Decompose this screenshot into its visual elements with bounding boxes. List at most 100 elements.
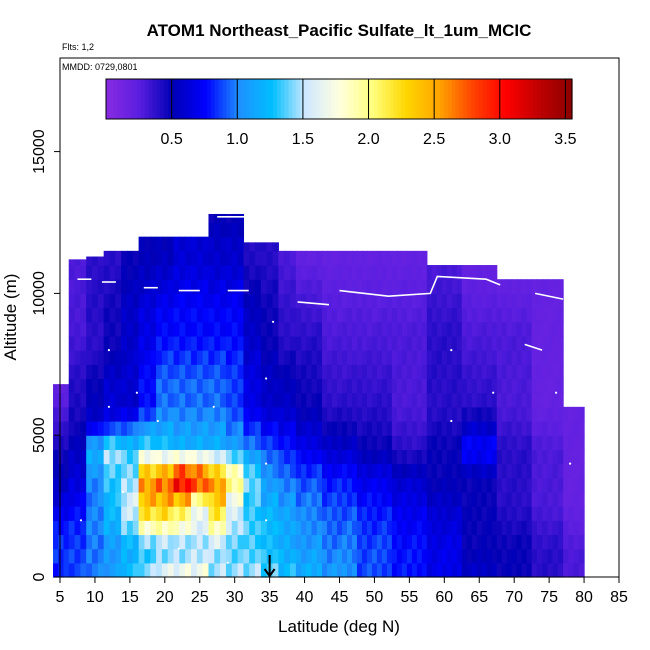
heatmap-cell (208, 279, 215, 294)
heatmap-cell (156, 250, 163, 266)
heatmap-cell (266, 534, 274, 550)
heatmap-cell (185, 534, 192, 550)
colorbar-swatch (552, 79, 558, 119)
heatmap-cell (220, 250, 227, 266)
heatmap-cell (481, 534, 488, 550)
heatmap-cell (191, 378, 198, 394)
heatmap-cell (431, 350, 438, 365)
heatmap-cell (411, 378, 418, 394)
heatmap-cell (391, 392, 398, 408)
heatmap-cell (322, 265, 328, 280)
colorbar-swatch (288, 79, 293, 119)
heatmap-cell (421, 506, 428, 521)
heatmap-cell (255, 491, 262, 507)
heatmap-cell (411, 463, 418, 479)
heatmap-cell (161, 392, 169, 408)
heatmap-cell (337, 335, 343, 351)
heatmap-cell (476, 534, 483, 550)
heatmap-cell (185, 307, 192, 323)
heatmap-cell (173, 506, 180, 521)
heatmap-cell (202, 406, 210, 422)
heatmap-cell (80, 392, 87, 408)
heatmap-cell (231, 350, 239, 365)
heatmap-cell (446, 463, 453, 479)
heatmap-cell (144, 250, 151, 266)
heatmap-cell (167, 350, 175, 365)
heatmap-cell (431, 477, 438, 493)
heatmap-cell (173, 435, 180, 450)
heatmap-cell (552, 335, 559, 351)
heatmap-cell (366, 548, 373, 564)
heatmap-cell (74, 279, 81, 294)
heatmap-cell (426, 350, 433, 365)
heatmap-cell (578, 534, 585, 550)
heatmap-cell (511, 421, 518, 436)
heatmap-cell (421, 378, 428, 394)
heatmap-cell (356, 307, 363, 323)
heatmap-cell (332, 477, 338, 493)
heatmap-cell (461, 392, 468, 408)
heatmap-cell (231, 406, 239, 422)
heatmap-cell (441, 321, 448, 337)
heatmap-cell (547, 520, 554, 536)
heatmap-cell (426, 548, 433, 564)
heatmap-cell (451, 506, 458, 521)
heatmap-cell (202, 435, 210, 450)
heatmap-cell (284, 265, 291, 280)
heatmap-cell (327, 250, 333, 266)
heatmap-cell (327, 293, 333, 309)
heatmap-cell (266, 463, 274, 479)
heatmap-cell (568, 520, 575, 536)
heatmap-cell (92, 463, 99, 479)
heatmap-cell (563, 520, 569, 536)
heatmap-cell (266, 293, 274, 309)
heatmap-cell (185, 548, 192, 564)
heatmap-cell (446, 279, 453, 294)
heatmap-cell (266, 265, 274, 280)
heatmap-cell (138, 562, 146, 578)
heatmap-cell (506, 477, 513, 493)
heatmap-cell (231, 534, 239, 550)
heatmap-cell (361, 250, 368, 266)
heatmap-cell (191, 421, 198, 436)
heatmap-cell (74, 534, 81, 550)
heatmap-cell (126, 477, 134, 493)
colorbar-swatch (241, 79, 247, 119)
heatmap-cell (531, 491, 538, 507)
heatmap-cell (466, 491, 473, 507)
heatmap-cell (237, 307, 245, 323)
heatmap-cell (386, 364, 393, 380)
heatmap-cell (431, 562, 438, 578)
heatmap-cell (446, 520, 453, 536)
heatmap-cell (411, 421, 418, 436)
heatmap-cell (421, 265, 428, 280)
heatmap-cell (406, 250, 413, 266)
heatmap-cell (481, 378, 488, 394)
heatmap-cell (74, 293, 81, 309)
heatmap-cell (126, 562, 134, 578)
heatmap-cell (501, 279, 508, 294)
heatmap-cell (161, 236, 169, 252)
heatmap-cell (138, 350, 146, 365)
heatmap-cell (421, 520, 428, 536)
heatmap-cell (501, 520, 508, 536)
heatmap-cell (295, 520, 302, 536)
heatmap-cell (150, 293, 157, 309)
heatmap-cell (557, 534, 564, 550)
colorbar-swatch (179, 79, 185, 119)
heatmap-cell (342, 562, 348, 578)
heatmap-cell (371, 520, 378, 536)
heatmap-cell (376, 520, 383, 536)
heatmap-cell (476, 406, 483, 422)
colorbar-swatch (230, 79, 235, 119)
heatmap-cell (278, 279, 285, 294)
heatmap-cell (376, 392, 383, 408)
heatmap-cell (63, 548, 70, 564)
heatmap-cell (301, 435, 307, 450)
heatmap-cell (456, 350, 463, 365)
heatmap-cell (272, 350, 279, 365)
heatmap-cell (481, 307, 488, 323)
heatmap-cell (381, 406, 388, 422)
heatmap-cell (202, 236, 210, 252)
heatmap-cell (121, 265, 128, 280)
